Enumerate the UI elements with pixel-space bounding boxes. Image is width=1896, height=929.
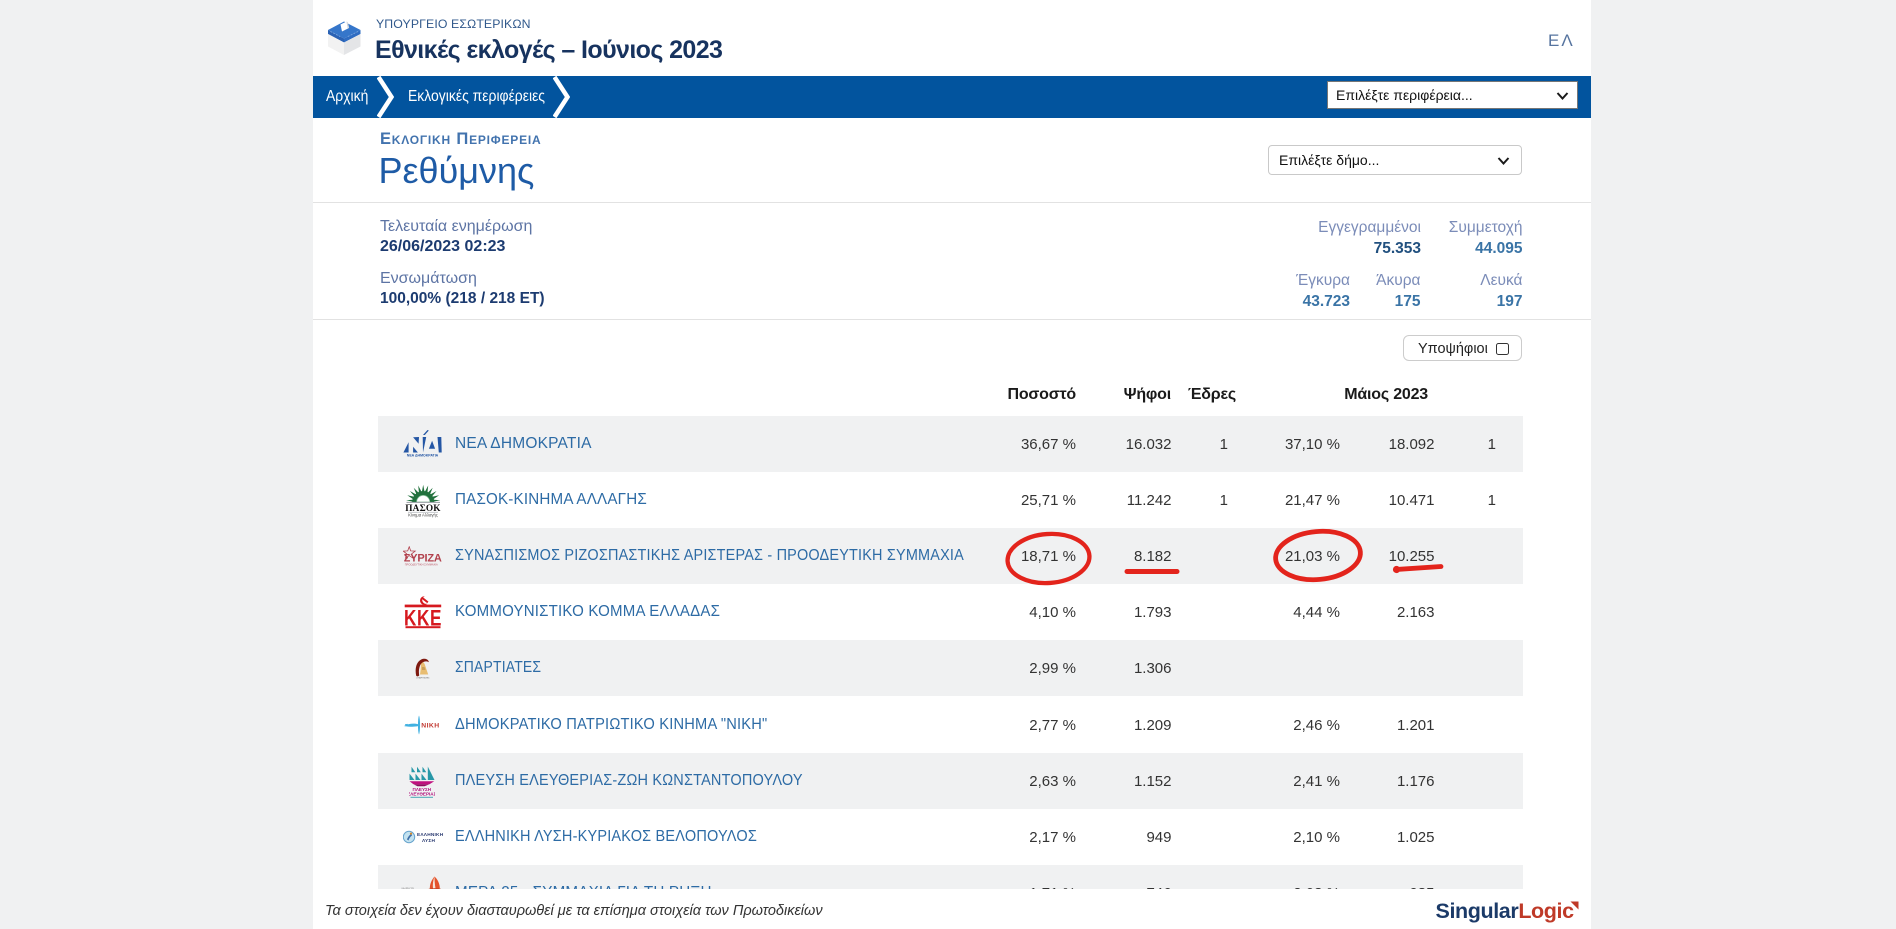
svg-text:ΠΑΣΟΚ: ΠΑΣΟΚ — [405, 504, 441, 514]
svg-text:Κίνημα Αλλαγής: Κίνημα Αλλαγής — [408, 512, 438, 517]
svg-text:ΕΛΕΥΘΕΡΙΑΣ: ΕΛΕΥΘΕΡΙΑΣ — [409, 791, 435, 796]
svg-text:ΕΛΛΗΝΙΚΗ: ΕΛΛΗΝΙΚΗ — [417, 832, 443, 838]
svg-text:ΠΛΕΥΣΗ: ΠΛΕΥΣΗ — [413, 786, 432, 791]
svg-text:ΣΠΑΡΤΙΑΤΕΣ: ΣΠΑΡΤΙΑΤΕΣ — [416, 677, 430, 679]
svg-text:ΛΥΣΗ: ΛΥΣΗ — [422, 838, 435, 844]
svg-text:ΣΥΡΙΖΑ: ΣΥΡΙΖΑ — [403, 553, 441, 565]
svg-text:ΜέΡΑ25: ΜέΡΑ25 — [402, 887, 414, 891]
svg-text:ΝΙΚΗ: ΝΙΚΗ — [421, 722, 439, 729]
svg-text:ΠΡΟΟΔΕΥΤΙΚΗ ΣΥΜΜΑΧΙΑ: ΠΡΟΟΔΕΥΤΙΚΗ ΣΥΜΜΑΧΙΑ — [404, 562, 437, 566]
svg-text:ΚΚΕ: ΚΚΕ — [404, 606, 442, 629]
svg-text:ΝΕΑ ΔΗΜΟΚΡΑΤΙΑ: ΝΕΑ ΔΗΜΟΚΡΑΤΙΑ — [407, 453, 439, 457]
